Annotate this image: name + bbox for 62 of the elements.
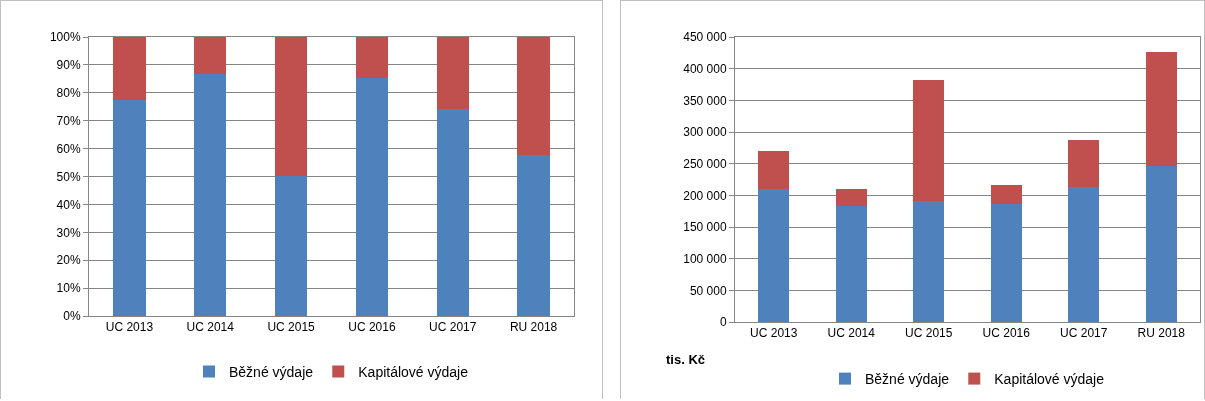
bar [436,109,469,316]
x-tick-label: RU 2018 [509,320,558,335]
y-tick-label: 450 000 [683,30,727,45]
bar [990,184,1022,204]
x-tick-label: UC 2015 [905,326,953,341]
bar [1145,51,1177,167]
x-tick-label: UC 2016 [348,320,396,335]
x-tick-label: UC 2015 [267,320,316,335]
y-tick-label: 70% [56,113,81,128]
x-tick-label: UC 2014 [186,320,235,335]
y-tick-label: 250 000 [683,156,727,171]
y-tick-label: 100 000 [683,251,727,266]
bar [1068,187,1100,322]
bar [194,74,227,316]
y-tick-label: 100% [49,30,81,45]
y-tick-label: 400 000 [683,61,727,76]
y-tick-label: 150 000 [683,220,727,235]
y-tick-label: 0 [719,315,727,330]
x-tick-label: UC 2017 [1060,326,1108,341]
legend-label: Kapitálové výdaje [994,371,1105,388]
y-tick-label: 60% [56,141,81,156]
legend-label: Běžné výdaje [229,363,314,380]
bar [835,206,867,322]
bar [113,99,146,316]
y-tick-label: 30% [56,225,81,240]
y-axis-title: tis. Kč [666,352,706,367]
bar [990,203,1022,322]
y-tick-label: 350 000 [683,93,727,108]
bar [274,175,308,316]
y-tick-label: 50 000 [689,283,727,298]
bar [274,37,308,176]
y-tick-label: 40% [56,197,81,212]
bar [758,151,790,189]
bar [1068,140,1100,188]
bar [355,77,389,316]
x-tick-label: RU 2018 [1137,326,1186,341]
bar [436,37,469,110]
y-tick-label: 0% [63,309,81,324]
y-tick-label: 10% [56,281,81,296]
y-tick-label: 300 000 [683,125,727,140]
x-tick-label: UC 2016 [982,326,1031,341]
bar [355,37,389,78]
y-tick-label: 20% [56,253,81,268]
y-tick-label: 200 000 [683,188,727,203]
y-tick-label: 50% [56,169,81,184]
legend-label: Kapitálové výdaje [358,363,469,380]
bar [113,37,146,100]
bar [835,189,867,207]
y-tick-label: 80% [56,86,81,100]
bar [913,201,945,322]
bar [517,155,550,316]
bar [758,189,790,322]
y-tick-label: 90% [56,58,81,73]
x-tick-label: UC 2013 [105,320,154,335]
bar [194,37,227,75]
x-tick-label: UC 2014 [827,326,876,341]
x-tick-label: UC 2013 [750,326,798,341]
bar [1145,166,1177,322]
x-tick-label: UC 2017 [429,320,477,335]
bar [913,80,945,202]
legend-label: Běžné výdaje [865,371,950,388]
bar [517,37,550,156]
